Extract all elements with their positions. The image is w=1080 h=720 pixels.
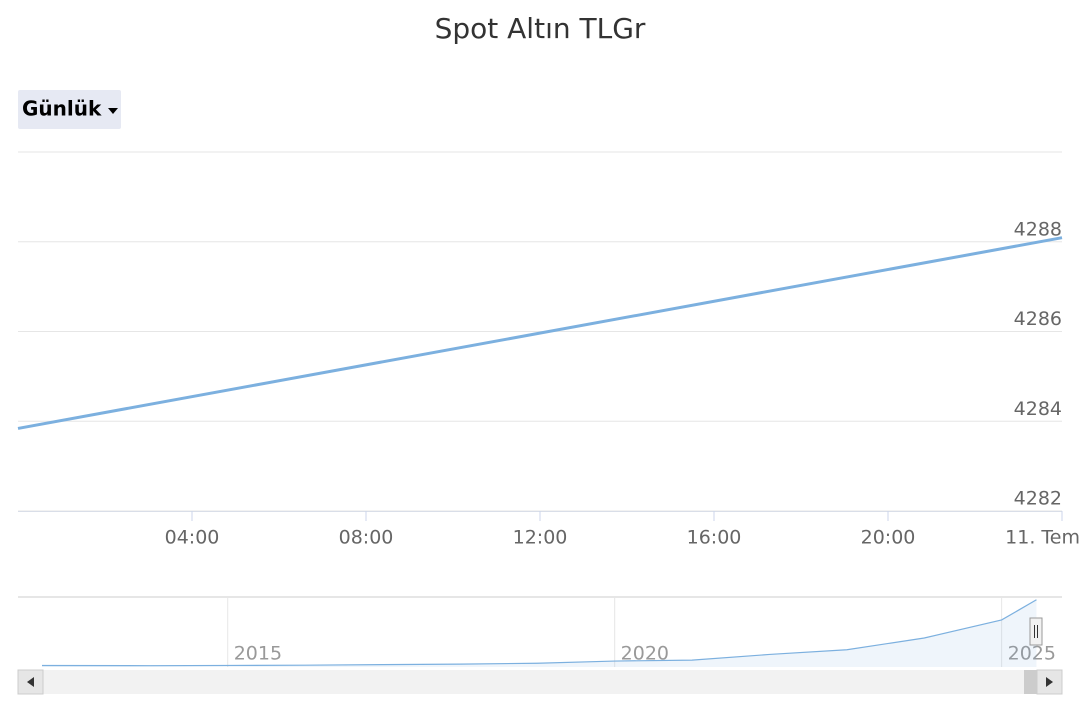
x-tick-label: 16:00 (687, 527, 742, 549)
scrollbar-thumb[interactable] (1024, 670, 1037, 694)
navigator-tick-label: 2025 (1008, 643, 1056, 665)
x-tick-label: 04:00 (165, 527, 220, 549)
y-tick-label: 4282 (1014, 488, 1062, 510)
x-tick-label: 11. Tem (1005, 527, 1080, 549)
navigator-tick-label: 2020 (621, 643, 669, 665)
dropdown-label[interactable]: Günlük (22, 97, 102, 121)
x-tick-label: 08:00 (339, 527, 394, 549)
y-tick-label: 4288 (1014, 218, 1062, 240)
y-tick-label: 4284 (1014, 398, 1062, 420)
navigator-handle-box[interactable] (1029, 617, 1043, 646)
navigator-line (41, 599, 1037, 667)
navigator-tick-label: 2015 (234, 643, 282, 665)
range-dropdown[interactable]: Günlük (18, 90, 121, 129)
navigator-area (41, 599, 1037, 667)
scrollbar-track[interactable] (18, 670, 1062, 694)
series-line (17, 236, 1063, 430)
x-tick-label: 20:00 (861, 527, 916, 549)
scrollbar-right-arrow[interactable] (1046, 677, 1053, 687)
dropdown-caret[interactable] (108, 108, 118, 114)
x-tick-label: 12:00 (513, 527, 568, 549)
scrollbar-left-arrow[interactable] (27, 677, 34, 687)
chart-title: Spot Altın TLGr (435, 12, 646, 45)
dropdown-bg[interactable] (18, 90, 121, 129)
y-tick-label: 4286 (1014, 308, 1062, 330)
navigator-handle[interactable] (1029, 617, 1043, 646)
